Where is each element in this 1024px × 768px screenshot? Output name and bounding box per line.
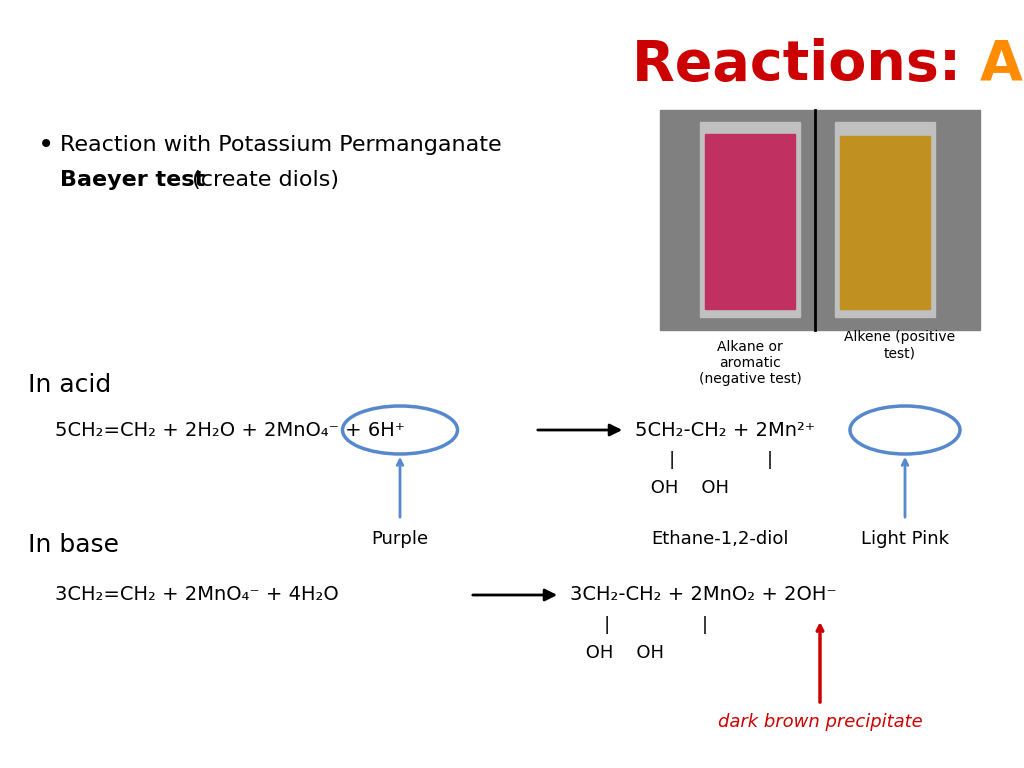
Text: |        |: | | — [580, 616, 711, 634]
Text: Baeyer test: Baeyer test — [60, 170, 205, 190]
Text: •: • — [38, 131, 54, 159]
Text: 5CH₂-CH₂ + 2Mn²⁺: 5CH₂-CH₂ + 2Mn²⁺ — [635, 421, 815, 439]
Text: Ethane-1,2-diol: Ethane-1,2-diol — [651, 530, 788, 548]
Bar — [660, 110, 980, 330]
Bar — [840, 136, 930, 309]
Text: 3CH₂-CH₂ + 2MnO₂ + 2OH⁻: 3CH₂-CH₂ + 2MnO₂ + 2OH⁻ — [570, 585, 837, 604]
Text: Purple: Purple — [372, 530, 429, 548]
Text: In acid: In acid — [28, 373, 112, 397]
Text: Alkane or
aromatic
(negative test): Alkane or aromatic (negative test) — [698, 340, 802, 386]
Text: |        |: | | — [645, 451, 775, 469]
Text: Alkenes: Alkenes — [980, 38, 1024, 92]
Text: dark brown precipitate: dark brown precipitate — [718, 713, 923, 731]
Text: Light Pink: Light Pink — [861, 530, 949, 548]
Text: Alkene (positive
test): Alkene (positive test) — [845, 330, 955, 360]
Bar — [705, 134, 795, 309]
Bar — [835, 122, 935, 317]
Text: In base: In base — [28, 533, 119, 557]
Text: Reactions:: Reactions: — [632, 38, 980, 92]
Text: OH    OH: OH OH — [580, 644, 664, 662]
Text: OH    OH: OH OH — [645, 479, 729, 497]
Text: 5CH₂=CH₂ + 2H₂O + 2MnO₄⁻ + 6H⁺: 5CH₂=CH₂ + 2H₂O + 2MnO₄⁻ + 6H⁺ — [55, 421, 406, 439]
Bar — [700, 122, 800, 317]
Text: 3CH₂=CH₂ + 2MnO₄⁻ + 4H₂O: 3CH₂=CH₂ + 2MnO₄⁻ + 4H₂O — [55, 585, 339, 604]
Text: (create diols): (create diols) — [185, 170, 339, 190]
Text: Reaction with Potassium Permanganate: Reaction with Potassium Permanganate — [60, 135, 502, 155]
